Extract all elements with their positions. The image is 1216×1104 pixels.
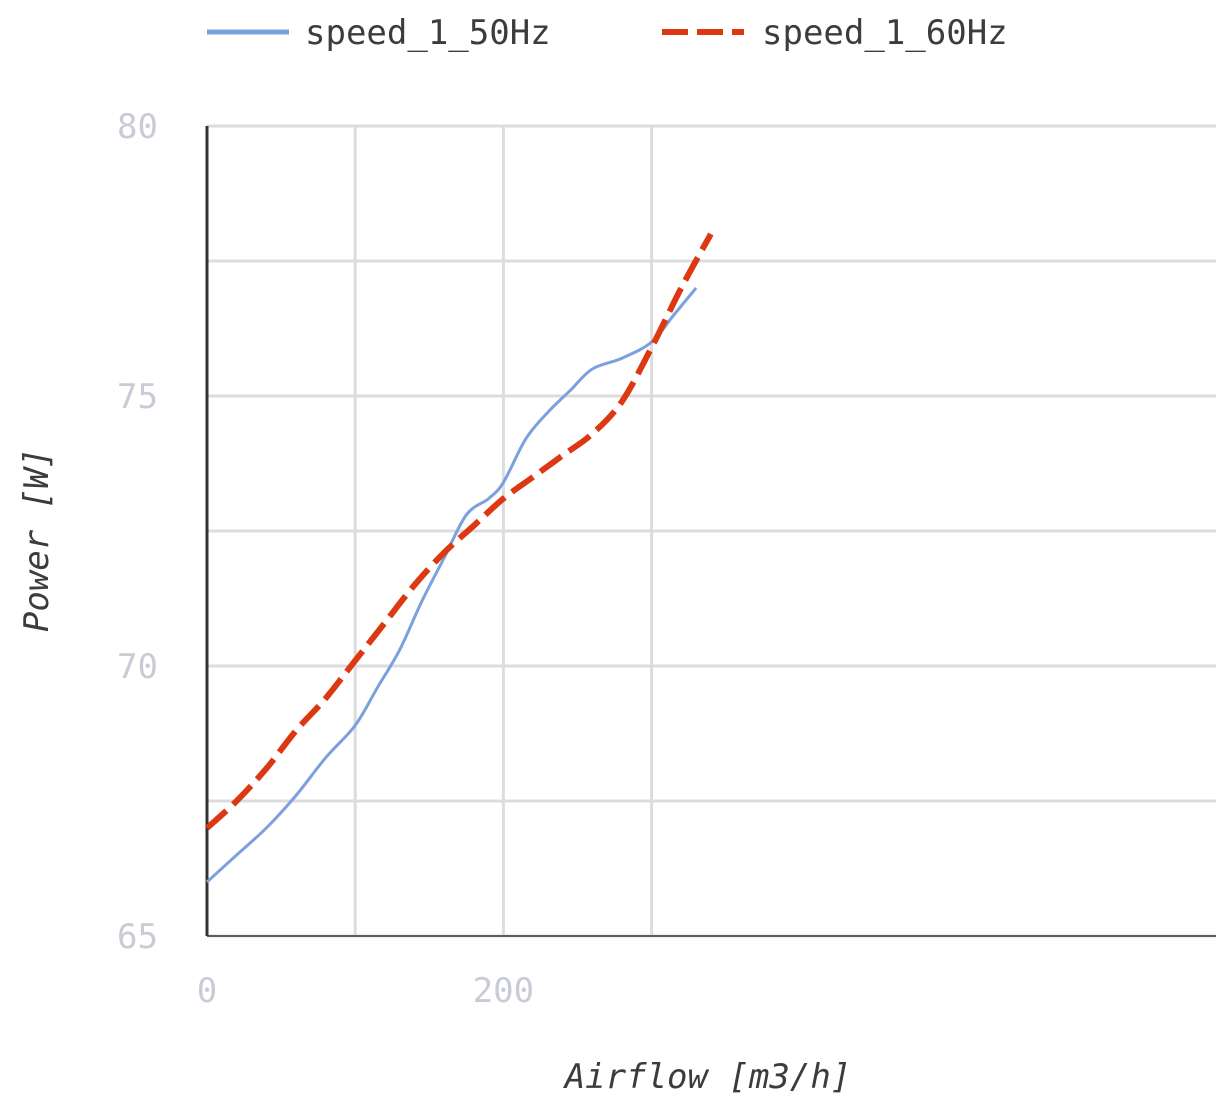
x-tick-label: 0 [197,971,217,1011]
x-tick-label: 200 [473,971,534,1011]
y-tick-label: 75 [117,377,158,417]
legend-item-speed-1-60hz[interactable]: speed_1_60Hz [662,13,1008,53]
axes [205,126,1216,937]
grid [205,124,1216,938]
series [204,232,714,884]
y-tick-label: 80 [117,107,158,147]
y-tick-label: 65 [117,917,158,957]
legend-item-speed-1-50hz[interactable]: speed_1_50Hz [207,13,551,53]
legend-label: speed_1_60Hz [762,13,1008,53]
series-line-speed-1-60hz [204,232,714,831]
x-axis-title: Airflow [m3/h] [563,1057,852,1097]
y-axis-title: Power [W] [17,448,57,632]
legend: speed_1_50Hz speed_1_60Hz [207,13,1008,53]
legend-label: speed_1_50Hz [305,13,551,53]
tick-labels: 65 70 75 80 0 200 [117,107,534,1011]
y-tick-label: 70 [117,647,158,687]
series-line-speed-1-50hz [205,287,698,884]
